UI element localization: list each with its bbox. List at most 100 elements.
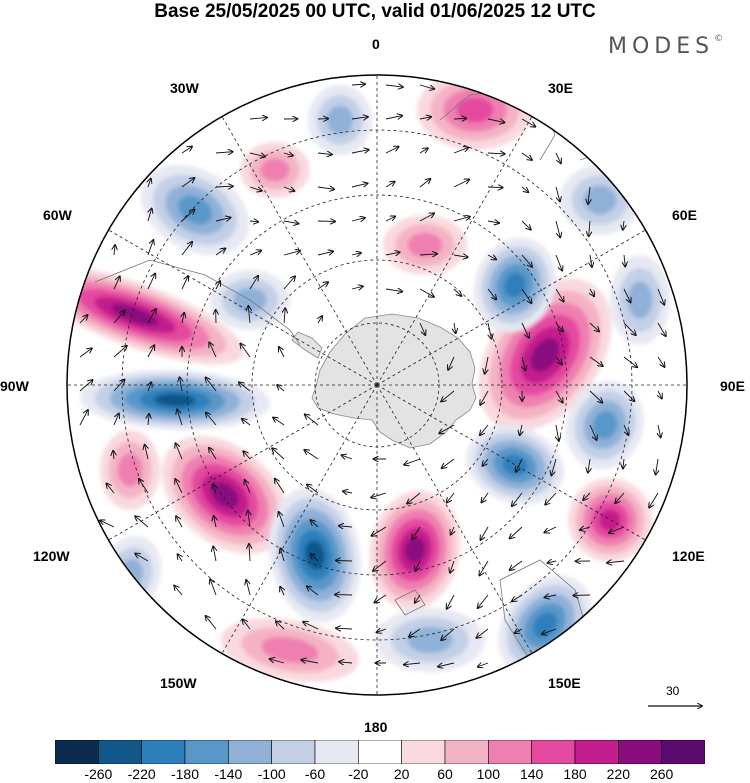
anomaly-center [100,430,160,510]
wind-arrow [479,560,489,575]
colorbar-swatch [314,740,359,764]
wind-arrow [589,390,602,403]
wind-arrow [451,526,454,535]
meridian-line [216,384,378,663]
wind-arrow [385,289,402,292]
anomaly-center [369,490,461,610]
wind-arrow [487,288,496,299]
wind-arrow [180,377,182,392]
wind-arrow [487,221,499,223]
wind-arrow [512,492,523,506]
wind-arrow [555,356,562,364]
colorbar-tick-label: 140 [519,766,544,782]
wind-arrow [318,316,322,324]
wind-arrow [351,117,368,119]
wind-arrow [521,322,529,338]
wind-arrow [176,443,183,460]
wind-arrow [485,356,488,374]
meridian-line [99,224,378,386]
wind-arrow [589,424,597,440]
wind-arrow [181,147,192,154]
wind-arrow [516,458,523,472]
wind-arrow [588,458,590,473]
wind-arrow [589,356,603,366]
wind-arrow [174,586,183,596]
wind-arrow [419,288,434,297]
wind-arrow [303,622,319,630]
colorbar-tick-label: 100 [476,766,501,782]
wind-arrow [279,347,285,358]
wind-arrow [419,322,425,335]
wind-arrow [623,288,631,302]
wind-arrow [175,479,183,494]
wind-arrow [280,548,284,562]
wind-arrow [453,180,469,188]
colorbar-tick-label: -140 [214,766,243,782]
wind-arrow [521,220,531,230]
wind-arrow [385,182,395,188]
wind-arrow [544,526,557,533]
meridian-line [99,384,378,546]
wind-arrow [385,147,399,154]
lon-label-150e: 150E [548,675,581,691]
wind-arrow [213,484,216,494]
meridian-line [216,107,378,386]
wind-arrow [658,390,662,398]
wind-arrow [478,594,489,608]
wind-arrow [283,251,300,256]
wind-arrow [555,152,561,163]
wind-arrow [283,153,293,156]
wind-arrow [181,276,188,290]
colorbar [55,740,705,764]
wind-arrow [555,220,560,237]
wind-arrow [556,424,559,441]
wind-arrow [442,458,455,468]
wind-arrow [454,322,456,333]
anomaly-center [568,478,652,562]
wind-arrow [307,586,319,596]
wind-arrow [206,378,217,392]
wind-arrow [419,117,431,119]
wind-arrow [404,663,421,665]
colorbar-swatch [55,740,99,764]
anomaly-center [308,85,372,155]
wind-arrow [609,526,625,533]
anomaly-center [383,215,467,275]
wind-arrow [249,153,265,157]
wind-arrow [419,254,437,255]
wind-arrow [177,409,183,426]
wind-arrow [100,520,115,528]
wind-arrow [607,561,625,563]
wind-arrow [216,281,220,290]
wind-arrow [385,216,395,222]
wind-arrow [272,448,285,460]
wind-arrow [311,520,319,528]
wind-arrow [209,448,217,460]
wind-arrow [351,253,361,255]
wind-arrow [307,485,319,494]
wind-arrow [317,187,334,189]
wind-arrow [545,492,557,505]
wind-arrow [656,458,658,474]
wind-arrow [377,629,387,632]
wind-arrow [615,492,625,503]
wind-arrow [147,240,153,256]
colorbar-swatch [228,740,272,764]
wind-arrow [249,276,258,290]
wind-arrow [407,492,421,504]
wind-arrow [317,282,328,290]
wind-arrow [113,311,125,324]
wind-arrow [447,492,455,502]
wind-arrow [113,380,125,392]
wind-arrow [245,480,251,494]
wind-arrow [371,492,387,498]
wind-arrow [246,580,251,596]
wind-arrow [351,84,365,85]
map-disk [67,75,687,695]
wind-arrow [339,526,353,527]
wind-arrow [249,187,262,191]
wind-arrow [351,286,363,289]
colorbar-swatch [271,740,316,764]
wind-arrow [510,526,523,538]
wind-arrow [283,276,295,290]
